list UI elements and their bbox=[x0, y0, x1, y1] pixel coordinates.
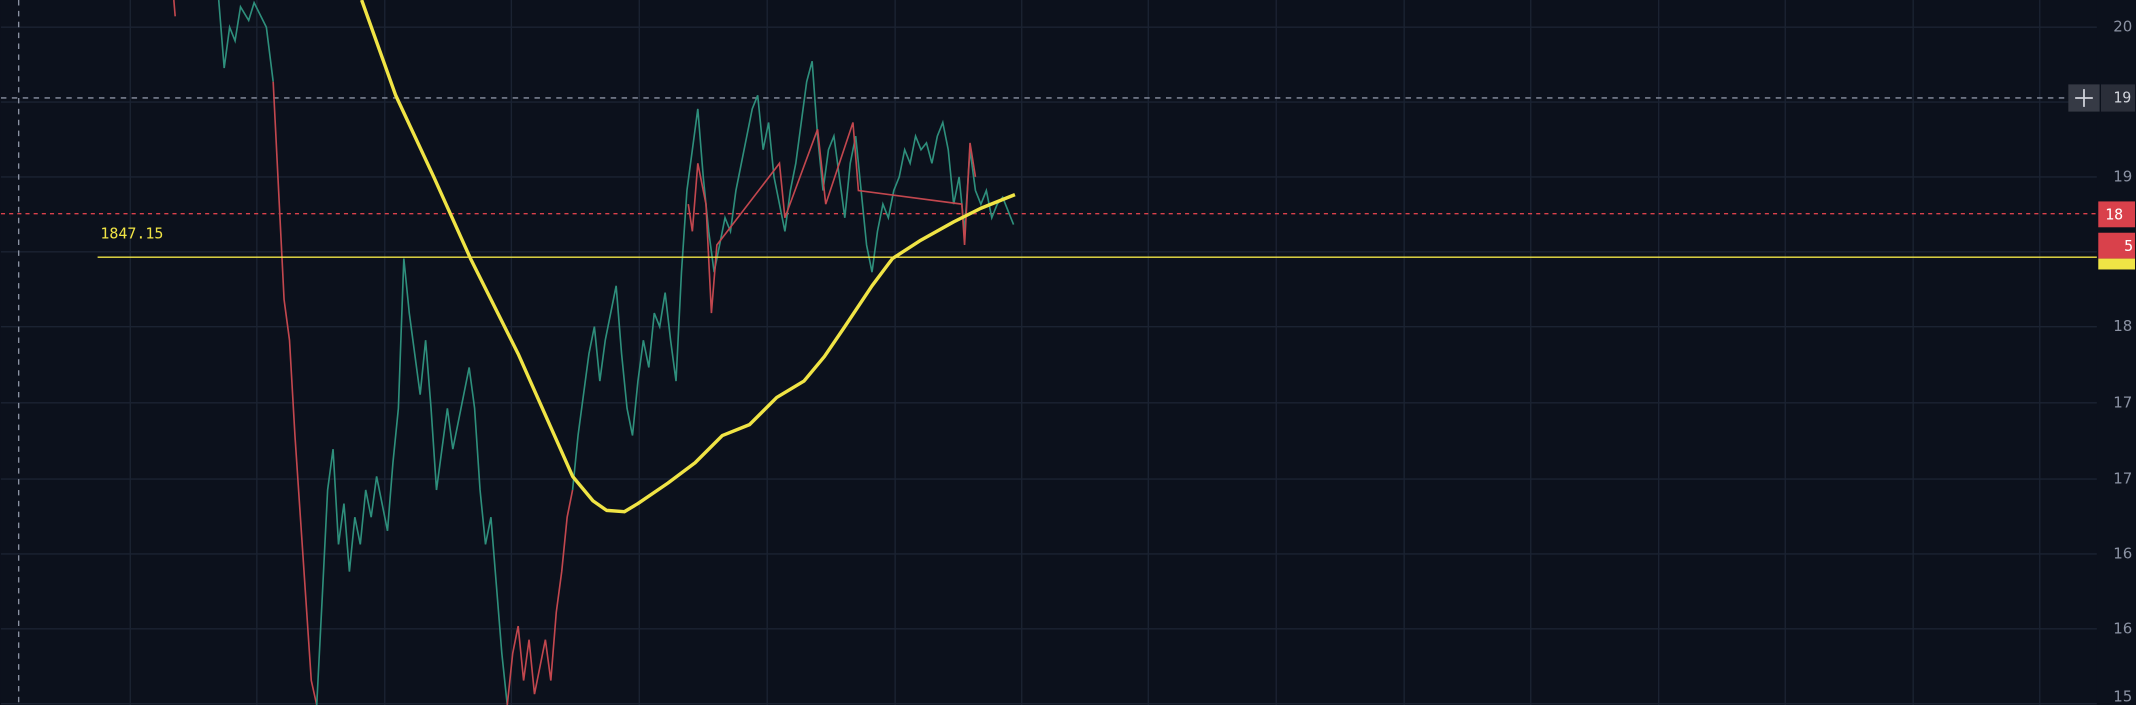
horizontal-line-tag bbox=[2098, 258, 2136, 270]
moving-average bbox=[360, 0, 1016, 514]
candle-trace bbox=[506, 489, 574, 705]
crosshair-price: 19 bbox=[2113, 88, 2131, 106]
price-axis-label: 17 bbox=[2113, 393, 2132, 411]
price-axis-label: 20 bbox=[2113, 18, 2132, 36]
countdown: 5 bbox=[2124, 237, 2133, 255]
price-axis: 20 19 18 17 17 16 16 15 bbox=[2096, 0, 2136, 705]
price-axis-background bbox=[2096, 0, 2136, 705]
price-axis-label: 19 bbox=[2113, 167, 2132, 185]
price-axis-label: 18 bbox=[2113, 317, 2132, 335]
candle-wicks bbox=[687, 122, 977, 314]
candle-trace bbox=[272, 81, 318, 705]
candle-trace bbox=[315, 258, 509, 705]
candle-trace bbox=[173, 0, 176, 17]
last-price: 18 bbox=[2105, 206, 2123, 224]
price-axis-label: 16 bbox=[2113, 619, 2132, 637]
candle-trace bbox=[217, 0, 274, 82]
price-axis-label: 17 bbox=[2113, 470, 2132, 488]
price-line-label: 1847.15 bbox=[100, 225, 163, 243]
price-candles bbox=[173, 0, 1015, 705]
countdown-box bbox=[2098, 232, 2136, 259]
price-axis-label: 15 bbox=[2113, 687, 2132, 705]
plus-icon bbox=[2075, 89, 2093, 107]
price-axis-label: 16 bbox=[2113, 544, 2132, 562]
last-price-box bbox=[2098, 201, 2136, 228]
crosshair-price-box bbox=[2101, 84, 2136, 112]
candle-trace bbox=[571, 61, 1015, 491]
